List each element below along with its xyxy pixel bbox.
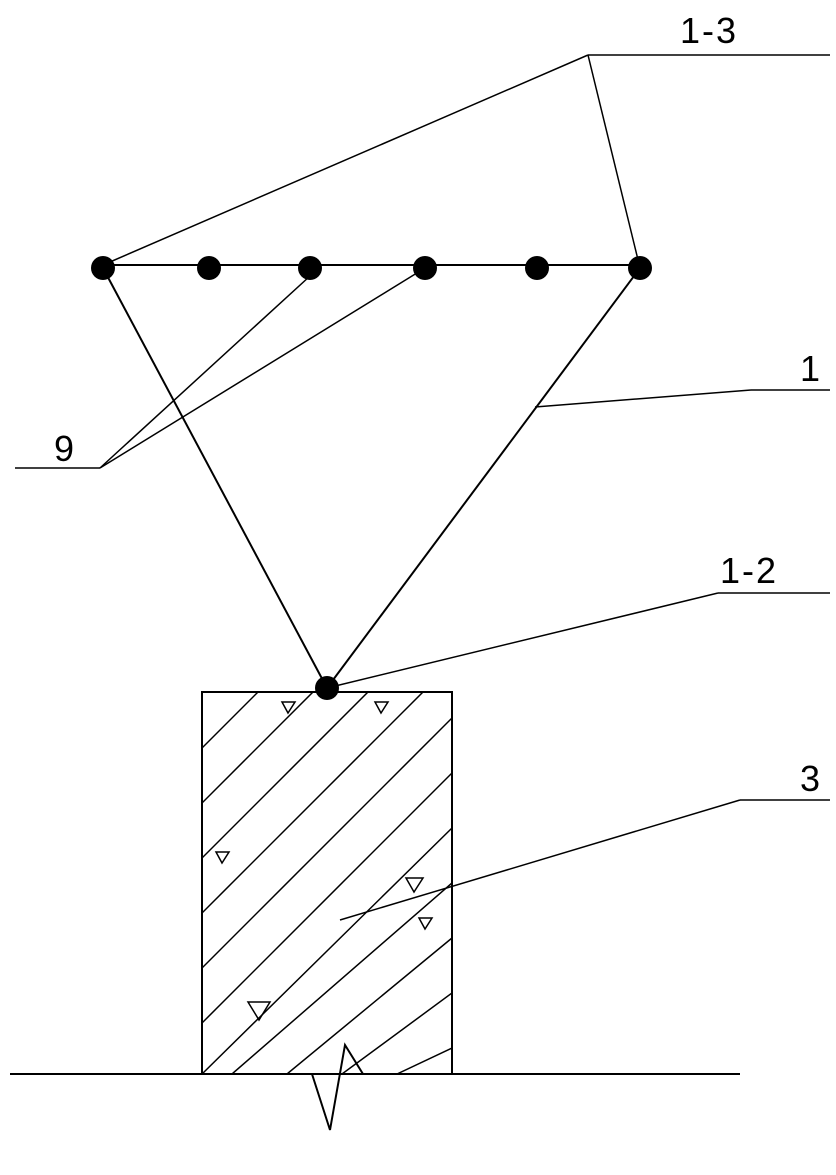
label-1-3: 1-3 bbox=[680, 10, 738, 52]
diagram-svg bbox=[0, 0, 836, 1175]
label-1-2: 1-2 bbox=[720, 550, 778, 592]
concrete-block bbox=[202, 692, 452, 1074]
label-3: 3 bbox=[800, 758, 822, 800]
label-9: 9 bbox=[54, 428, 76, 470]
break-symbol bbox=[312, 1045, 363, 1130]
dots bbox=[91, 256, 652, 700]
triangle-structure bbox=[103, 265, 640, 688]
leader-lines bbox=[15, 55, 830, 920]
label-1: 1 bbox=[800, 348, 822, 390]
